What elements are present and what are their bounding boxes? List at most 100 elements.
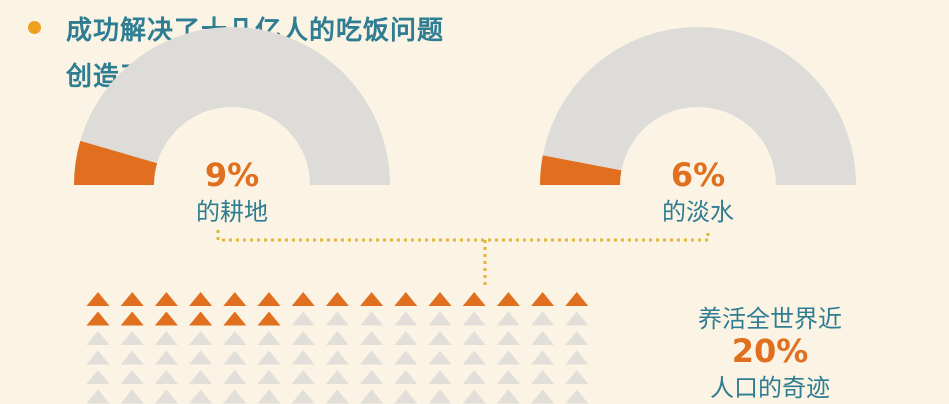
triangle-icon-filled [223,311,247,326]
triangle-icon-empty [291,331,315,345]
triangle-icon-empty [120,370,144,384]
triangle-icon-filled [531,292,555,306]
triangle-icon-filled [154,311,178,326]
gauge-cropland-value: 9% [205,156,259,194]
triangle-icon-empty [86,370,110,384]
triangle-icon-empty [86,389,110,404]
triangle-icon-empty [565,370,589,384]
triangle-icon-empty [428,370,452,384]
triangle-icon-empty [189,389,213,404]
triangle-icon-empty [223,389,247,404]
triangle-icon-empty [291,370,315,384]
gauges: 9% 的耕地 6% 的淡水 [74,27,856,226]
connector-lines [216,230,710,285]
triangle-icon-empty [531,370,555,384]
triangle-icon-empty [325,389,349,404]
triangle-icon-filled [86,292,110,306]
triangle-icon-empty [120,331,144,345]
triangle-icon-empty [565,350,589,365]
bullet-icon [28,21,41,34]
triangle-icon-empty [360,389,384,404]
triangle-icon-empty [325,370,349,384]
triangle-icon-empty [565,331,589,345]
triangle-icon-filled [189,292,213,306]
triangle-icon-filled [257,292,281,306]
triangle-icon-filled [325,292,349,306]
triangle-icon-empty [360,331,384,345]
triangle-icon-empty [360,311,384,326]
triangle-icon-filled [462,292,486,306]
triangle-icon-empty [531,311,555,326]
triangle-icon-empty [462,331,486,345]
triangle-icon-empty [360,370,384,384]
pictogram-caption: 养活全世界近 20% 人口的奇迹 [698,305,842,402]
triangle-icon-filled [394,292,418,306]
triangle-icon-empty [154,389,178,404]
triangle-icon-empty [462,389,486,404]
triangle-icon-empty [223,350,247,365]
triangle-icon-empty [462,370,486,384]
triangle-icon-empty [291,389,315,404]
triangle-icon-empty [223,331,247,345]
triangle-icon-empty [394,350,418,365]
triangle-icon-empty [189,370,213,384]
triangle-icon-empty [394,331,418,345]
triangle-icon-filled [120,311,144,326]
triangle-icon-empty [428,311,452,326]
triangle-icon-filled [360,292,384,306]
triangle-icon-empty [325,311,349,326]
triangle-icon-empty [394,389,418,404]
triangle-icon-filled [189,311,213,326]
triangle-icon-empty [257,350,281,365]
triangle-icon-empty [496,311,520,326]
triangle-icon-empty [360,350,384,365]
triangle-icon-empty [462,311,486,326]
triangle-icon-filled [154,292,178,306]
triangle-icon-filled [120,292,144,306]
triangle-icon-empty [120,350,144,365]
triangle-icon-empty [154,331,178,345]
triangle-icon-filled [257,311,281,326]
triangle-icon-empty [86,350,110,365]
caption-top: 养活全世界近 [698,305,842,333]
triangle-icon-filled [291,292,315,306]
triangle-icon-empty [86,331,110,345]
triangle-icon-empty [325,331,349,345]
triangle-icon-empty [496,350,520,365]
triangle-icon-empty [291,350,315,365]
triangle-icon-filled [496,292,520,306]
triangle-icon-empty [189,350,213,365]
triangle-icon-empty [531,389,555,404]
gauge-cropland-track [74,27,390,185]
triangle-icon-empty [428,350,452,365]
triangle-icon-empty [291,311,315,326]
triangle-icon-empty [394,311,418,326]
triangle-icon-empty [531,350,555,365]
triangle-icon-empty [154,370,178,384]
gauge-freshwater-value: 6% [671,156,725,194]
triangle-icon-empty [496,331,520,345]
triangle-icon-empty [223,370,247,384]
triangle-icon-empty [565,389,589,404]
caption-bottom: 人口的奇迹 [710,374,830,402]
triangle-icon-empty [257,389,281,404]
gauge-cropland-fill [74,140,158,185]
caption-value: 20% [732,332,809,370]
triangle-icon-empty [394,370,418,384]
connector-bracket [216,230,710,242]
triangle-icon-filled [86,311,110,326]
triangle-icon-empty [531,331,555,345]
gauge-freshwater-label: 的淡水 [662,198,734,226]
gauge-freshwater-track [540,27,856,185]
gauge-cropland: 9% 的耕地 [74,27,390,226]
triangle-icon-empty [325,350,349,365]
triangle-icon-empty [496,389,520,404]
triangle-icon-empty [257,331,281,345]
triangle-icon-empty [257,370,281,384]
triangle-icon-empty [189,331,213,345]
pictogram-grid [86,292,589,404]
gauge-cropland-label: 的耕地 [196,198,268,226]
triangle-icon-filled [223,292,247,306]
triangle-icon-empty [154,350,178,365]
